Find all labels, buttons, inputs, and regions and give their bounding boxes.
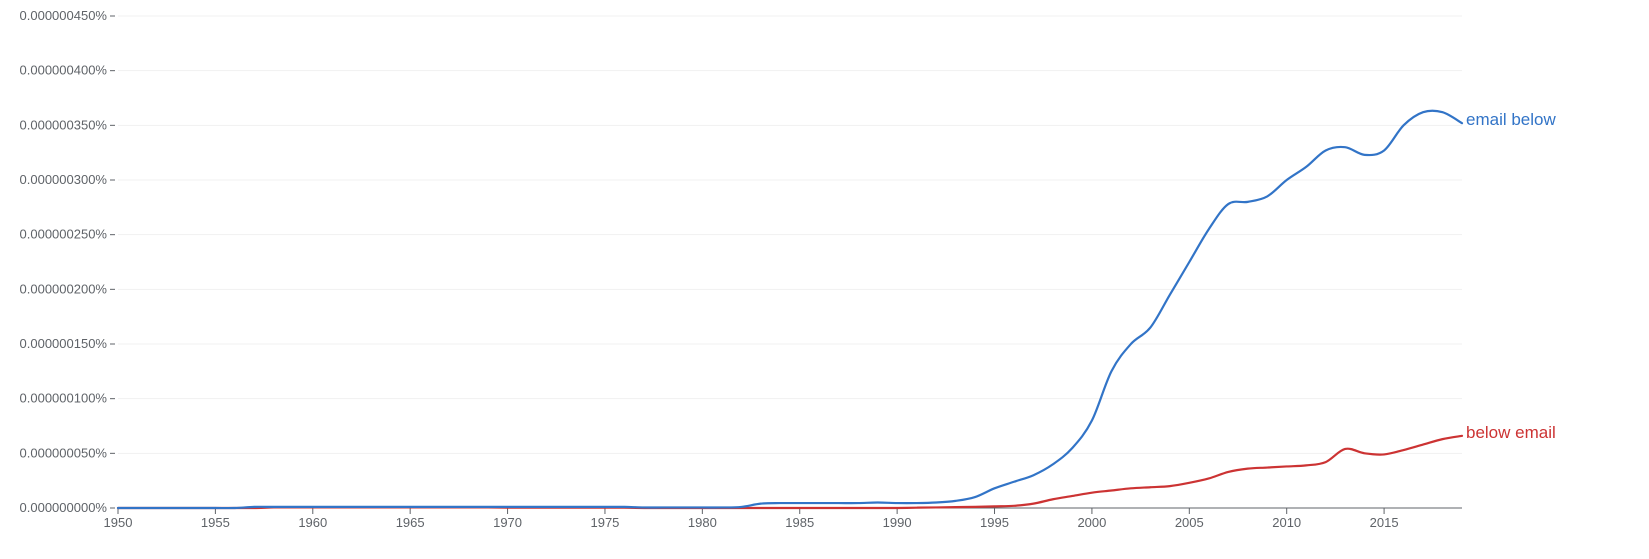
y-tick-label: 0.000000150%	[20, 336, 108, 351]
x-tick-label: 1950	[104, 515, 133, 530]
x-tick-label: 1980	[688, 515, 717, 530]
x-tick-label: 1985	[785, 515, 814, 530]
x-tick-label: 2005	[1175, 515, 1204, 530]
series-label-email-below[interactable]: email below	[1466, 110, 1556, 129]
x-tick-label: 2015	[1370, 515, 1399, 530]
series-layer	[116, 109, 1464, 510]
x-tick-label: 2000	[1077, 515, 1106, 530]
y-tick-label: 0.000000400%	[20, 63, 108, 78]
y-tick-label: 0.000000050%	[20, 445, 108, 460]
series-label-below-email[interactable]: below email	[1466, 423, 1556, 442]
x-tick-label: 1970	[493, 515, 522, 530]
y-tick-label: 0.000000000%	[20, 500, 108, 515]
y-tick-label: 0.000000100%	[20, 391, 108, 406]
y-tick-label: 0.000000350%	[20, 117, 108, 132]
y-tick-label: 0.000000200%	[20, 281, 108, 296]
x-tick-label: 1955	[201, 515, 230, 530]
x-tick-label: 1965	[396, 515, 425, 530]
x-tick-label: 1990	[883, 515, 912, 530]
y-tick-label: 0.000000250%	[20, 227, 108, 242]
x-tick-label: 1995	[980, 515, 1009, 530]
grid-layer	[118, 15, 1462, 454]
x-tick-label: 2010	[1272, 515, 1301, 530]
label-layer: email below below email	[1466, 110, 1556, 442]
series-line-below-email[interactable]	[116, 434, 1464, 510]
x-tick-label: 1960	[298, 515, 327, 530]
x-tick-label: 1975	[590, 515, 619, 530]
series-line-email-below[interactable]	[116, 109, 1464, 510]
axis-layer: 0.000000000% 0.000000050% 0.000000100% 0.00…	[20, 8, 1462, 530]
y-tick-label: 0.000000450%	[20, 8, 108, 23]
y-tick-label: 0.000000300%	[20, 172, 108, 187]
